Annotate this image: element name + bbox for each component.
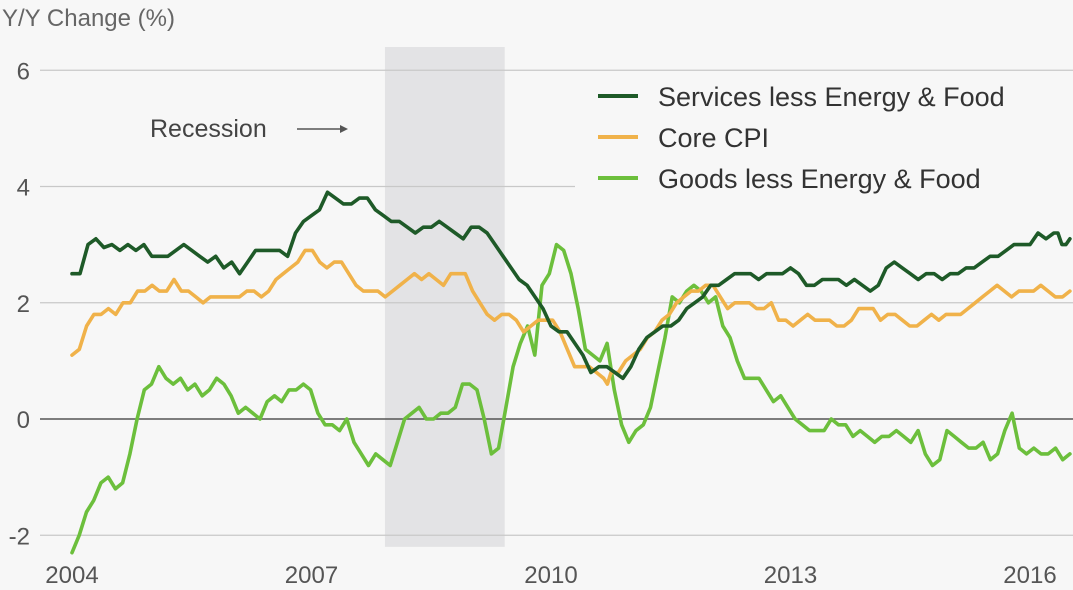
y-tick-label: 0	[17, 407, 30, 434]
y-tick-label: 6	[17, 58, 30, 85]
recession-band	[384, 47, 505, 547]
x-tick-label: 2013	[764, 562, 817, 589]
x-tick-label: 2004	[45, 562, 98, 589]
x-axis-ticks: 2004 2007 2010 2013 2016	[45, 562, 1056, 589]
legend: Services less Energy & Food Core CPI Goods…	[598, 82, 1005, 194]
recession-annotation: Recession	[150, 115, 348, 143]
y-axis-ticks: 6 4 2 0 -2	[9, 58, 30, 550]
x-tick-label: 2016	[1003, 562, 1056, 589]
recession-band-layer	[384, 47, 505, 547]
legend-item-core-cpi-label: Core CPI	[658, 123, 769, 153]
y-axis-label: Y/Y Change (%)	[2, 5, 175, 32]
legend-item-services-label: Services less Energy & Food	[658, 82, 1005, 112]
recession-arrow-head	[340, 125, 348, 133]
y-tick-label: 2	[17, 291, 30, 318]
series-line-goods	[70, 242, 1072, 555]
series-lines	[70, 190, 1072, 555]
x-tick-label: 2007	[285, 562, 338, 589]
series-line-services	[70, 190, 1072, 381]
series-line-core-cpi	[70, 248, 1072, 386]
y-tick-label: -2	[9, 523, 30, 550]
y-tick-label: 4	[17, 175, 30, 202]
legend-item-goods-label: Goods less Energy & Food	[658, 164, 981, 194]
gridlines	[40, 69, 1073, 536]
recession-label: Recession	[150, 115, 267, 143]
x-tick-label: 2010	[524, 562, 577, 589]
